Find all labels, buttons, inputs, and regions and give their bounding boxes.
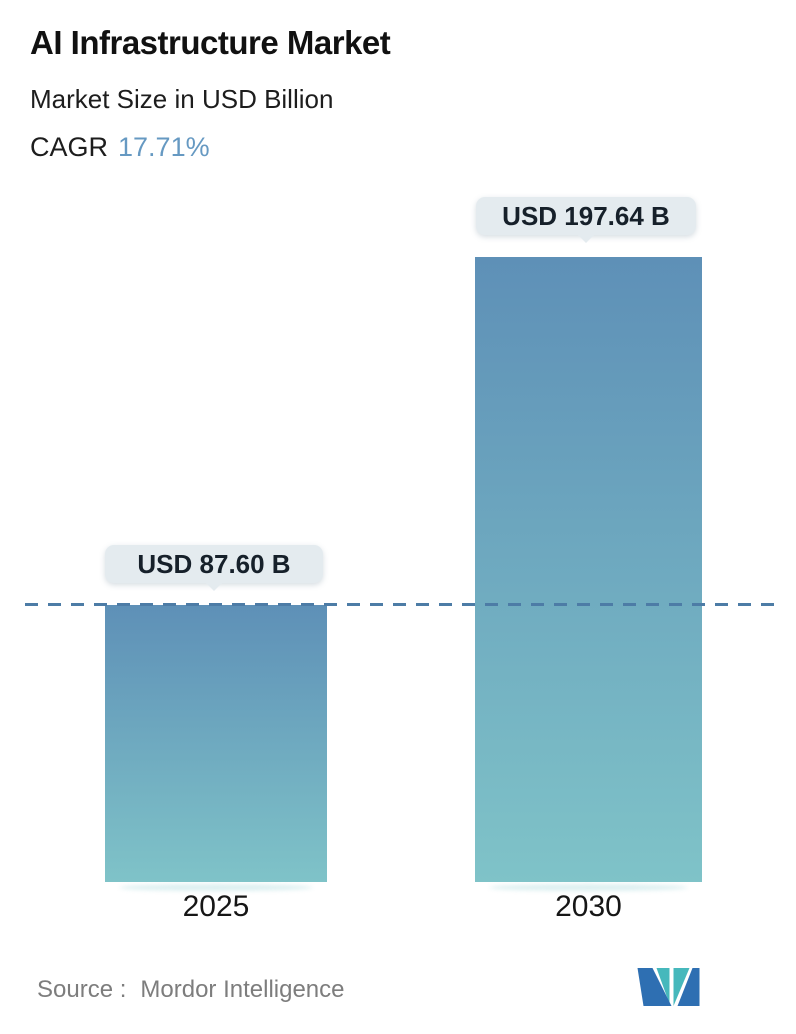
value-callout-2025: USD 87.60 B: [105, 545, 323, 591]
source-line: Source : Mordor Intelligence: [37, 976, 345, 1004]
value-label-2025: USD 87.60 B: [137, 549, 291, 579]
chart-subtitle: Market Size in USD Billion: [30, 84, 334, 114]
page-title: AI Infrastructure Market: [30, 24, 391, 61]
cagr-value: 17.71%: [118, 132, 210, 162]
bar-2030: [475, 257, 702, 882]
source-name: Mordor Intelligence: [140, 976, 345, 1003]
value-label-2030: USD 197.64 B: [502, 201, 670, 231]
cagr-label: CAGR: [30, 132, 109, 162]
value-callout-2030: USD 197.64 B: [476, 197, 696, 243]
bar-2025: [105, 605, 327, 882]
source-label: Source :: [37, 976, 127, 1003]
reference-dashed-line: [25, 603, 775, 606]
cagr-line: CAGR 17.71%: [30, 132, 210, 163]
x-axis-label-2030: 2030: [555, 890, 622, 923]
mordor-intelligence-logo: [637, 968, 700, 1006]
x-axis-label-2025: 2025: [182, 890, 250, 923]
